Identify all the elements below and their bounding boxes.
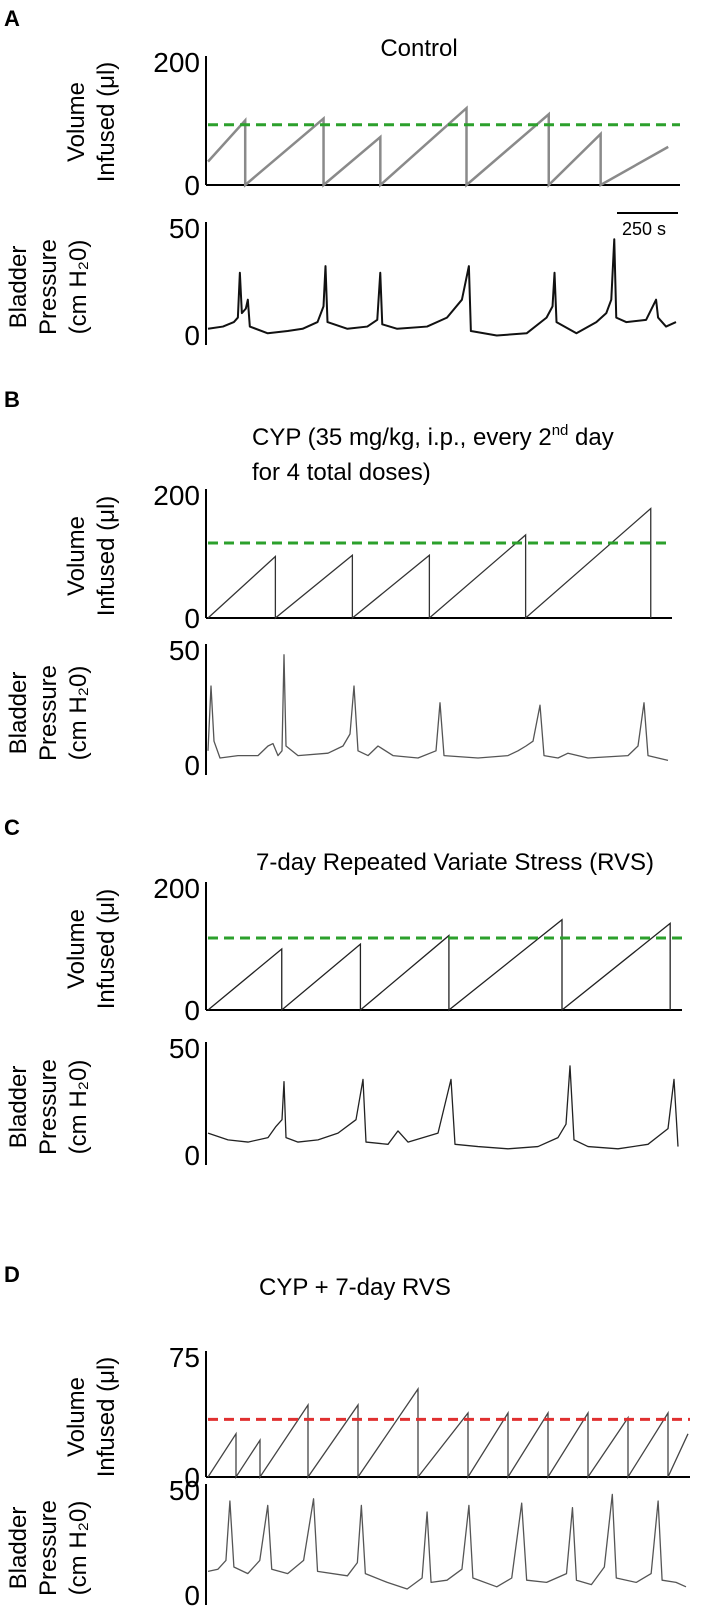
pressure-tick-max: 50 [169,1033,200,1064]
ylabel-line: Bladder [5,1066,32,1149]
ylabel-line: Infused (μl) [93,889,120,1010]
panel-title: Control [380,35,457,62]
pressure-tick-zero: 0 [184,1580,200,1611]
volume-ylabel: Volume Infused (μl) [63,889,120,1010]
ylabel-line: Volume [63,909,90,989]
ylabel-line: Infused (μl) [93,496,120,617]
pressure-trace [207,1065,679,1150]
ylabel-line: (cm H₂0) [65,240,92,335]
ylabel-line: Infused (μl) [93,1357,120,1478]
panel-title-line2: for 4 total doses) [252,459,431,486]
volume-trace [207,507,652,620]
pressure-tick-max: 50 [169,1475,200,1506]
volume-tick-max: 75 [169,1342,200,1373]
title-superscript: nd [552,422,569,439]
volume-ylabel: Volume Infused (μl) [63,496,120,617]
volume-ylabel: Volume Infused (μl) [63,1357,120,1478]
ylabel-line: (cm H₂0) [65,666,92,761]
pressure-tick-zero: 0 [184,750,200,781]
ylabel-line: Pressure [35,1059,62,1155]
volume-tick-zero: 0 [184,995,200,1026]
title-part: CYP (35 mg/kg, i.p., every 2 [252,424,552,451]
pressure-tick-zero: 0 [184,320,200,351]
panel-label: C [4,815,20,840]
ylabel-line: Pressure [35,665,62,761]
panel-title: CYP (35 mg/kg, i.p., every 2nd day [252,422,614,451]
pressure-trace [207,1493,687,1590]
scale-bar-label: 250 s [622,219,666,239]
ylabel-line: Pressure [35,1500,62,1596]
volume-trace [207,105,669,188]
panel-label: B [4,387,20,412]
pressure-tick-zero: 0 [184,1140,200,1171]
pressure-ylabel: Bladder Pressure (cm H₂0) [5,1500,92,1596]
volume-tick-zero: 0 [184,603,200,634]
panel-title: 7-day Repeated Variate Stress (RVS) [256,849,654,876]
ylabel-line: Volume [63,516,90,596]
volume-tick-max: 200 [153,873,200,904]
volume-trace [207,918,671,1012]
pressure-ylabel: Bladder Pressure (cm H₂0) [5,665,92,761]
volume-tick-zero: 0 [184,170,200,201]
ylabel-line: Volume [63,82,90,162]
pressure-ylabel: Bladder Pressure (cm H₂0) [5,239,92,335]
title-part: day [568,424,613,451]
ylabel-line: Bladder [5,672,32,755]
volume-ylabel: Volume Infused (μl) [63,62,120,183]
pressure-trace [207,654,669,762]
panel-label: D [4,1262,20,1287]
ylabel-line: (cm H₂0) [65,1060,92,1155]
ylabel-line: Pressure [35,239,62,335]
ylabel-line: Infused (μl) [93,62,120,183]
pressure-tick-max: 50 [169,213,200,244]
ylabel-line: Volume [63,1377,90,1457]
pressure-tick-max: 50 [169,635,200,666]
pressure-trace [207,238,677,337]
ylabel-line: (cm H₂0) [65,1501,92,1596]
ylabel-line: Bladder [5,246,32,329]
volume-tick-zero: 0 [184,1462,200,1493]
panel-title: CYP + 7-day RVS [259,1274,451,1301]
panel-label: A [4,6,20,31]
pressure-ylabel: Bladder Pressure (cm H₂0) [5,1059,92,1155]
ylabel-line: Bladder [5,1507,32,1590]
volume-tick-max: 200 [153,480,200,511]
volume-trace [207,1386,689,1480]
volume-tick-max: 200 [153,47,200,78]
